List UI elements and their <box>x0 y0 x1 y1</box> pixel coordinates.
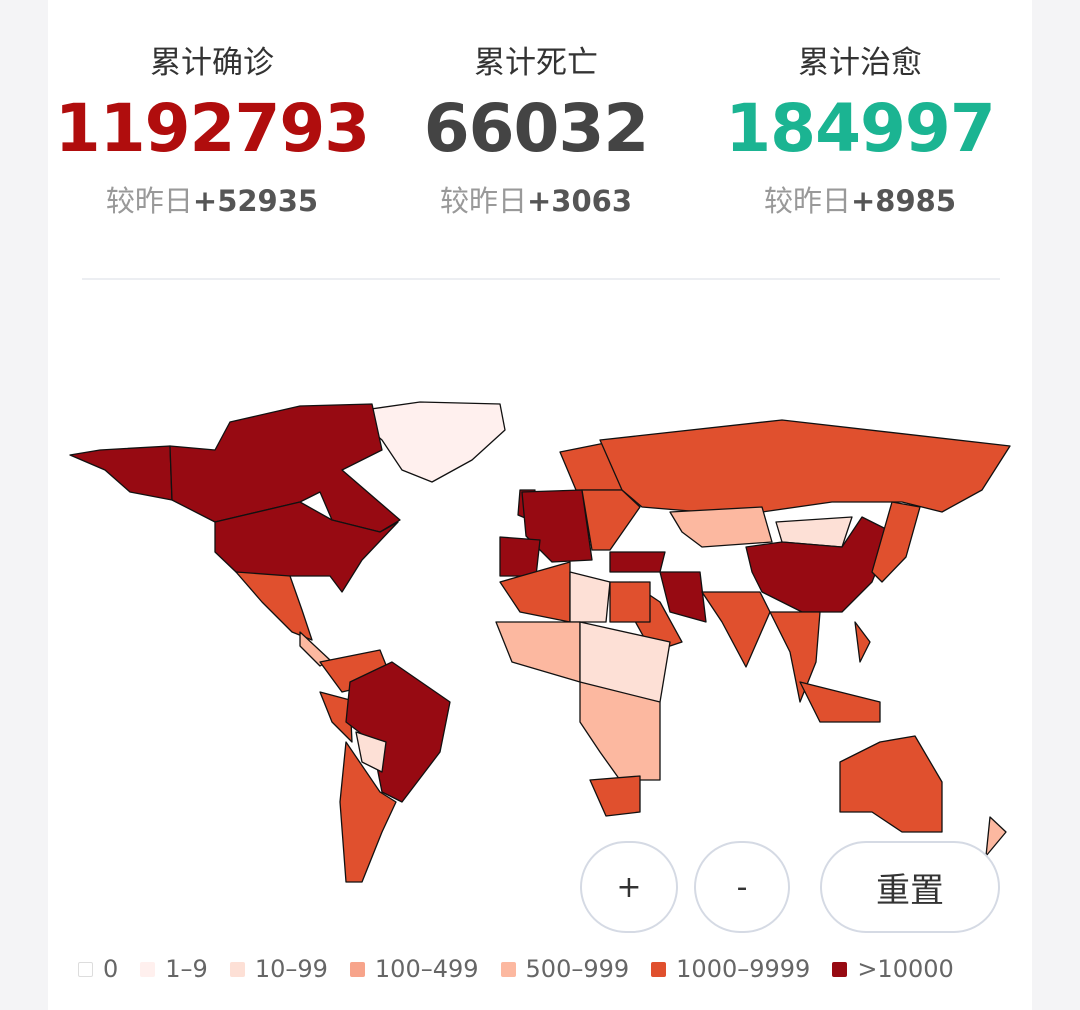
legend-swatch <box>140 961 156 977</box>
india[interactable] <box>701 591 771 668</box>
south-africa[interactable] <box>589 775 641 817</box>
china[interactable] <box>745 516 893 613</box>
reset-button[interactable]: 重置 <box>820 841 1000 933</box>
egypt[interactable] <box>609 581 651 623</box>
legend-item[interactable]: >10000 <box>832 955 954 983</box>
legend-label: 0 <box>103 955 119 983</box>
legend-label: 1000–9999 <box>676 955 811 983</box>
bolivia[interactable] <box>355 731 387 773</box>
legend-swatch <box>651 961 667 977</box>
delta-value: +52935 <box>192 184 319 218</box>
legend-item[interactable]: 10–99 <box>229 955 328 983</box>
iran[interactable] <box>659 571 707 623</box>
mexico[interactable] <box>235 571 313 641</box>
legend-item[interactable]: 0 <box>78 955 118 983</box>
legend-label: 10–99 <box>254 955 328 983</box>
legend-item[interactable]: 1–9 <box>140 955 208 983</box>
libya[interactable] <box>569 571 611 623</box>
stat-recovered: 累计治愈 184997 较昨日+8985 <box>700 40 1020 226</box>
alaska[interactable] <box>69 445 173 501</box>
legend-item[interactable]: 100–499 <box>349 955 479 983</box>
delta-prefix: 较昨日 <box>439 184 527 218</box>
stat-value: 184997 <box>725 90 996 167</box>
stat-label: 累计治愈 <box>798 45 922 81</box>
legend-label: 1–9 <box>165 955 208 983</box>
delta-value: +3063 <box>527 184 633 218</box>
stat-value: 66032 <box>423 90 650 167</box>
new-zealand[interactable] <box>985 816 1007 857</box>
japan[interactable] <box>871 501 921 583</box>
legend-swatch <box>832 961 848 977</box>
stat-confirmed: 累计确诊 1192793 较昨日+52935 <box>52 40 372 226</box>
stat-delta: 较昨日+52935 <box>52 176 372 226</box>
stat-value: 1192793 <box>54 90 370 167</box>
legend-swatch <box>78 961 93 977</box>
legend-swatch <box>229 961 245 977</box>
delta-prefix: 较昨日 <box>763 184 851 218</box>
eastern-europe[interactable] <box>581 489 641 551</box>
southeast-asia[interactable] <box>769 611 821 703</box>
kazakhstan[interactable] <box>669 506 773 548</box>
legend-item[interactable]: 1000–9999 <box>651 955 810 983</box>
stat-delta: 较昨日+8985 <box>700 176 1020 226</box>
delta-value: +8985 <box>851 184 957 218</box>
map-legend: 0 1–9 10–99 100–499 500–999 1000–9999 >1… <box>78 955 976 983</box>
west-africa[interactable] <box>495 621 581 683</box>
philippines[interactable] <box>854 621 871 663</box>
russia[interactable] <box>599 419 1011 513</box>
legend-label: 500–999 <box>525 955 630 983</box>
brazil[interactable] <box>345 661 451 803</box>
divider <box>82 278 1000 280</box>
stat-label: 累计死亡 <box>474 45 598 81</box>
stat-deaths: 累计死亡 66032 较昨日+3063 <box>376 40 696 226</box>
legend-swatch <box>500 961 516 977</box>
argentina-chile[interactable] <box>339 741 397 883</box>
legend-item[interactable]: 500–999 <box>500 955 630 983</box>
delta-prefix: 较昨日 <box>105 184 193 218</box>
legend-swatch <box>349 961 365 977</box>
stat-label: 累计确诊 <box>150 45 274 81</box>
indonesia[interactable] <box>799 681 881 723</box>
australia[interactable] <box>839 735 943 833</box>
greenland[interactable] <box>349 401 506 483</box>
peru[interactable] <box>319 691 353 743</box>
zoom-out-button[interactable]: - <box>694 841 790 933</box>
zoom-in-button[interactable]: + <box>580 841 678 933</box>
legend-label: 100–499 <box>374 955 479 983</box>
stat-delta: 较昨日+3063 <box>376 176 696 226</box>
spain[interactable] <box>499 536 541 577</box>
turkey[interactable] <box>609 551 666 573</box>
central-america[interactable] <box>299 631 331 667</box>
legend-label: >10000 <box>857 955 954 983</box>
